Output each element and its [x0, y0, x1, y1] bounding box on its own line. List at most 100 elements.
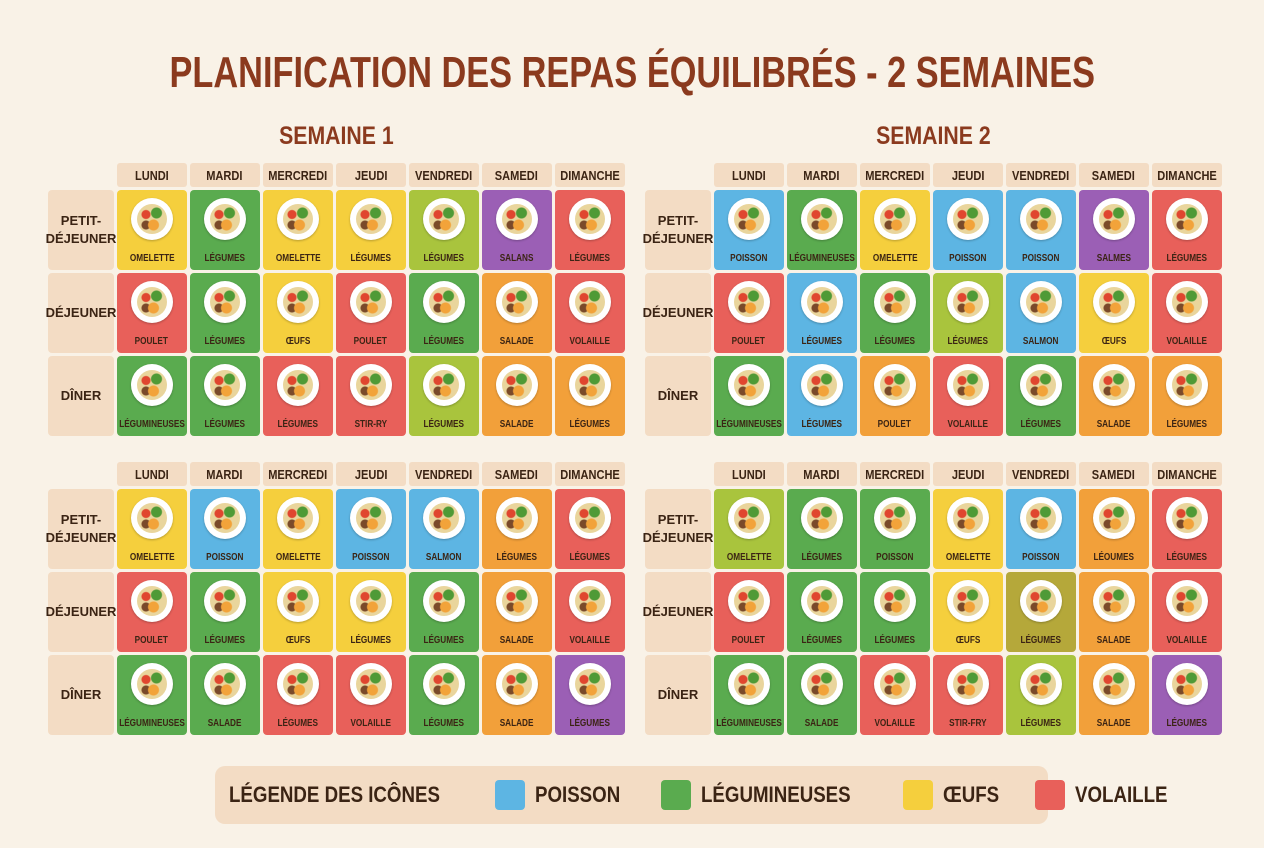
food-icon — [422, 198, 465, 240]
meal-cell: LÉGUMES — [262, 356, 333, 436]
meal-name: POULET — [330, 336, 413, 347]
meal-name: OMELETTE — [708, 552, 791, 563]
meal-label: DÉJEUNER — [46, 273, 116, 353]
meal-name: LÉGUMES — [1146, 419, 1229, 430]
meal-cell: LÉGUMES — [1151, 489, 1222, 569]
meal-text: LÉGUMES — [874, 635, 916, 646]
food-icon — [568, 364, 611, 406]
food — [879, 204, 910, 234]
meal-grid: LUNDI MARDI MERCREDI JEUDI VENDREDI SAMEDI DIM… — [643, 163, 1222, 436]
meal-name: LÉGUMES — [184, 253, 267, 264]
legend-swatch — [1035, 780, 1066, 810]
food — [574, 503, 605, 533]
meal-text: LÉGUMES — [947, 336, 989, 347]
day-text: LUNDI — [731, 466, 766, 482]
meal-name: OMELETTE — [257, 253, 340, 264]
food — [428, 287, 459, 317]
food-icon — [422, 364, 465, 406]
meal-text: OMELETTE — [129, 253, 175, 264]
food — [952, 204, 983, 234]
food — [136, 204, 167, 234]
food-icon — [568, 281, 611, 323]
food-icon — [495, 281, 538, 323]
food — [428, 503, 459, 533]
meal-text: POISSON — [1022, 552, 1060, 563]
meal-cell: LÉGUMES — [786, 273, 857, 353]
day-text: VENDREDI — [1012, 466, 1070, 482]
food-icon — [727, 497, 770, 539]
meal-cell: ŒUFS — [932, 572, 1003, 652]
food — [806, 370, 837, 400]
meal-text: STIR-FRY — [948, 718, 987, 729]
meal-text: POISSON — [949, 253, 987, 264]
food-icon — [568, 580, 611, 622]
food — [733, 586, 764, 616]
meal-name: LÉGUMES — [184, 336, 267, 347]
meal-name: LÉGUMINEUSES — [708, 419, 791, 430]
meal-cell: POULET — [116, 572, 187, 652]
food — [879, 287, 910, 317]
meal-name: SALMES — [1073, 253, 1156, 264]
food-icon — [873, 497, 916, 539]
meal-cell: LÉGUMES — [408, 572, 479, 652]
food-icon — [203, 497, 246, 539]
food-icon — [873, 580, 916, 622]
day-text: MERCREDI — [865, 466, 925, 482]
meal-name: ŒUFS — [927, 635, 1010, 646]
meal-cell: SALADE — [1078, 572, 1149, 652]
day-header: JEUDI — [335, 163, 406, 187]
food — [282, 503, 313, 533]
meal-text: POULET — [732, 336, 766, 347]
meal-name: POULET — [111, 635, 194, 646]
legend-swatch — [495, 780, 526, 810]
meal-name: POULET — [854, 419, 937, 430]
day-header: JEUDI — [932, 163, 1003, 187]
food — [1098, 287, 1129, 317]
meal-text: SALADE — [1096, 419, 1131, 430]
meal-cell: OMELETTE — [859, 190, 930, 270]
day-header: SAMEDI — [481, 462, 552, 486]
food-icon — [1019, 580, 1062, 622]
day-text: DIMANCHE — [559, 466, 620, 482]
meal-name: ŒUFS — [257, 635, 340, 646]
meal-cell: LÉGUMINEUSES — [786, 190, 857, 270]
food — [806, 287, 837, 317]
meal-name: POISSON — [184, 552, 267, 563]
day-header: DIMANCHE — [554, 163, 625, 187]
meal-text: VOLAILLE — [1166, 635, 1208, 646]
day-text: MARDI — [206, 466, 243, 482]
meal-text: POISSON — [206, 552, 244, 563]
food-icon — [349, 580, 392, 622]
legend-item: POISSON — [495, 780, 635, 810]
food — [1098, 669, 1129, 699]
meal-name: POISSON — [1000, 552, 1083, 563]
meal-name: OMELETTE — [111, 552, 194, 563]
meal-name: SALADE — [781, 718, 864, 729]
food-icon — [276, 281, 319, 323]
meal-cell: LÉGUMES — [481, 489, 552, 569]
food-icon — [1092, 580, 1135, 622]
meal-name: SALADE — [476, 718, 559, 729]
food — [574, 287, 605, 317]
day-text: MARDI — [206, 167, 243, 183]
day-text: SAMEDI — [495, 167, 539, 183]
meal-cell: OMELETTE — [116, 190, 187, 270]
food-icon — [727, 364, 770, 406]
meal-cell: LÉGUMES — [1005, 356, 1076, 436]
day-text: LUNDI — [731, 167, 766, 183]
title: PLANIFICATION DES REPAS ÉQUILIBRÉS - 2 S… — [0, 48, 1264, 98]
food — [282, 669, 313, 699]
meal-cell: ŒUFS — [262, 572, 333, 652]
meal-name: VOLAILLE — [927, 419, 1010, 430]
meal-text: SALADE — [499, 419, 534, 430]
meal-cell: POISSON — [1005, 190, 1076, 270]
meal-cell: LÉGUMES — [335, 190, 406, 270]
meal-text: VOLAILLE — [569, 635, 611, 646]
food — [282, 586, 313, 616]
meal-name: LÉGUMES — [403, 718, 486, 729]
meal-cell: LÉGUMES — [408, 655, 479, 735]
meal-text: POULET — [878, 419, 912, 430]
day-header: DIMANCHE — [1151, 462, 1222, 486]
food — [501, 669, 532, 699]
meal-text: LÉGUMES — [204, 336, 246, 347]
